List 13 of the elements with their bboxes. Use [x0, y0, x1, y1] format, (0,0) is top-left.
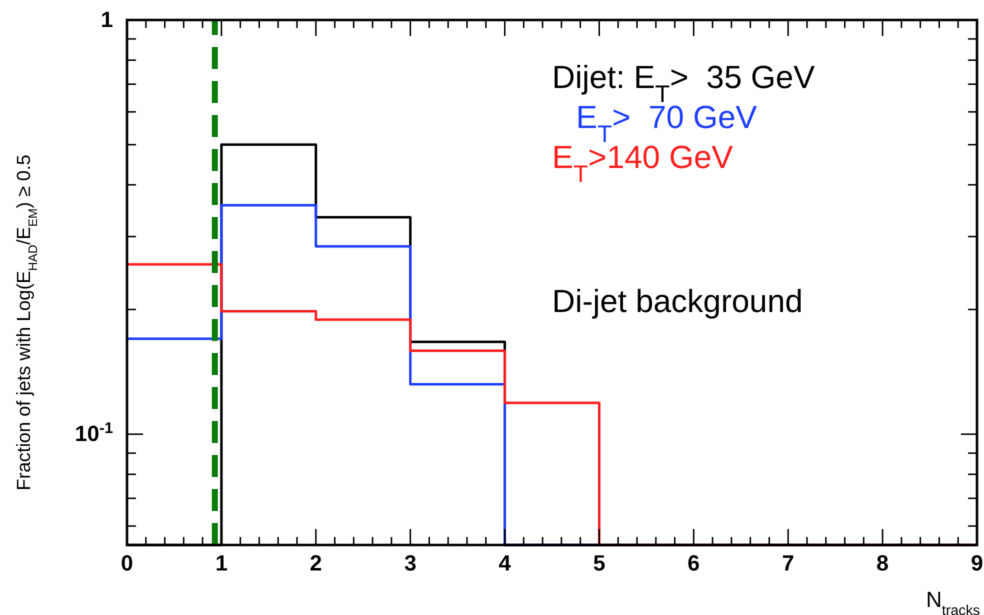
- x-tick-label: 8: [876, 550, 889, 576]
- x-tick-label: 7: [782, 550, 794, 576]
- x-tick-label: 1: [215, 550, 228, 576]
- x-tick-label: 9: [970, 550, 984, 576]
- x-tick-label: 3: [404, 550, 416, 576]
- x-tick-label: 6: [688, 550, 700, 576]
- x-tick-label: 2: [310, 550, 322, 576]
- annotation: Di-jet background: [552, 283, 803, 319]
- x-axis-title: N$_{tracks}$: [926, 587, 980, 615]
- x-tick-label: 4: [498, 550, 512, 576]
- x-tick-label: 5: [593, 550, 606, 576]
- y-tick-label: 10$^{-1}$: [74, 420, 114, 446]
- x-tick-label: 0: [120, 550, 134, 576]
